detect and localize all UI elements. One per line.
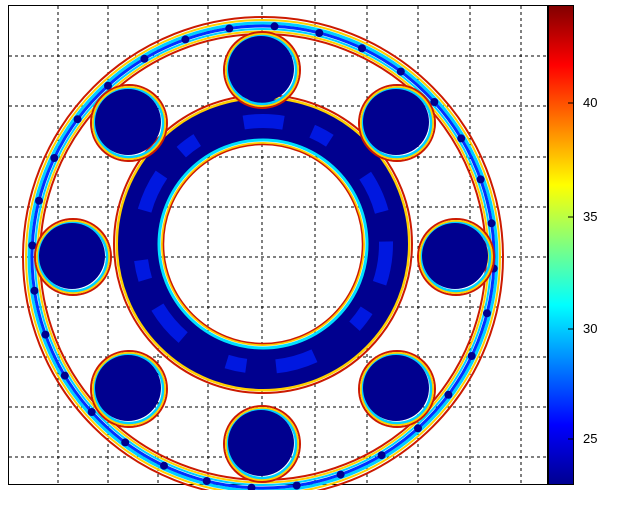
ball-1 — [90, 84, 168, 162]
ball-edge-yellow — [225, 407, 299, 481]
colorbar-tick-label-40: 40 — [583, 95, 598, 110]
inner-race-glow-inner — [157, 138, 369, 350]
ball-5 — [90, 350, 168, 428]
ball-edge-red — [90, 84, 168, 162]
ball-core — [363, 355, 429, 421]
ball-edge-yellow — [225, 33, 299, 107]
inner-race — [113, 94, 413, 394]
outer-ring-dot — [358, 44, 366, 53]
ball-core — [39, 223, 105, 289]
ball-edge-red — [223, 405, 301, 483]
outer-ring-dot — [181, 35, 190, 44]
ball-core — [95, 89, 161, 155]
heatmap-plot — [8, 5, 548, 490]
outer-ring-dot — [35, 196, 43, 205]
outer-ring-dot — [140, 54, 149, 63]
colorbar-tick-label-35: 35 — [583, 209, 598, 224]
outer-ring-dot — [476, 175, 485, 184]
ball-core — [422, 223, 488, 289]
ball-edge-red — [223, 31, 301, 109]
ball-edge-red — [34, 218, 112, 296]
outer-ring-dot — [483, 309, 491, 318]
colorbar-tick-label-30: 30 — [583, 321, 598, 336]
outer-ring-dot — [87, 408, 96, 416]
ball-4 — [417, 218, 495, 296]
outer-ring-band-yellow — [25, 19, 501, 490]
inner-race-edge-red — [162, 143, 364, 345]
ball-core — [228, 410, 294, 476]
ball-edge-red — [358, 350, 436, 428]
outer-ring-dot — [487, 219, 496, 228]
outer-ring-dot — [430, 98, 439, 106]
ball-edge-yellow — [36, 220, 110, 294]
ball-edge-yellow — [360, 352, 434, 426]
outer-ring-dot — [30, 286, 39, 295]
ball-7 — [223, 405, 301, 483]
outer-ring-dot — [336, 470, 345, 479]
ball-edge-yellow — [360, 86, 434, 160]
outer-ring-dot — [457, 134, 466, 143]
colorbar-tick-label-25: 25 — [583, 431, 598, 446]
ball-core — [228, 36, 294, 102]
colorbar — [548, 5, 574, 485]
ball-edge-red — [417, 218, 495, 296]
ball-edge-cyan — [361, 353, 433, 425]
ball-edge-cyan — [361, 87, 433, 159]
outer-ring-dot — [104, 81, 112, 90]
ball-edge-red — [358, 84, 436, 162]
outer-ring-band-cyan — [27, 21, 499, 490]
outer-ring-dot — [396, 67, 405, 76]
ball-core — [363, 89, 429, 155]
outer-ring-dot — [377, 451, 386, 460]
ball-3 — [34, 218, 112, 296]
outer-ring-edge-outer — [22, 16, 504, 490]
rolling-elements — [34, 31, 495, 483]
ball-edge-cyan — [420, 221, 492, 293]
outer-ring-dot — [414, 424, 422, 433]
outer-ring-dot — [41, 330, 50, 339]
outer-ring-dot — [60, 371, 69, 380]
outer-ring-dot — [315, 29, 324, 37]
outer-ring-dot — [467, 352, 476, 360]
outer-ring-dot — [28, 241, 37, 250]
outer-ring-dot — [73, 115, 82, 124]
outer-ring-dot — [225, 24, 234, 33]
ball-edge-yellow — [92, 86, 166, 160]
outer-ring-dot — [270, 22, 279, 31]
ball-edge-cyan — [37, 221, 109, 293]
ball-edge-cyan — [93, 87, 165, 159]
outer-ring-dots — [28, 22, 498, 490]
colorbar-gradient — [548, 5, 574, 485]
outer-ring-dot — [292, 481, 301, 490]
ball-edge-yellow — [92, 352, 166, 426]
ball-0 — [223, 31, 301, 109]
ball-edge-cyan — [226, 34, 298, 106]
ball-edge-cyan — [93, 353, 165, 425]
ball-edge-cyan — [226, 408, 298, 480]
inner-race-edge-inner — [161, 142, 365, 346]
outer-ring-dot — [444, 390, 453, 399]
outer-ring-dot — [50, 154, 59, 162]
ball-6 — [358, 350, 436, 428]
outer-ring-dot — [121, 438, 130, 447]
inner-race-band — [133, 114, 393, 374]
ball-edge-red — [90, 350, 168, 428]
ball-edge-yellow — [419, 220, 493, 294]
outer-ring-dot — [202, 477, 211, 485]
outer-ring-dot — [160, 461, 168, 470]
ball-core — [95, 355, 161, 421]
ball-2 — [358, 84, 436, 162]
outer-ring-dot — [247, 483, 256, 490]
